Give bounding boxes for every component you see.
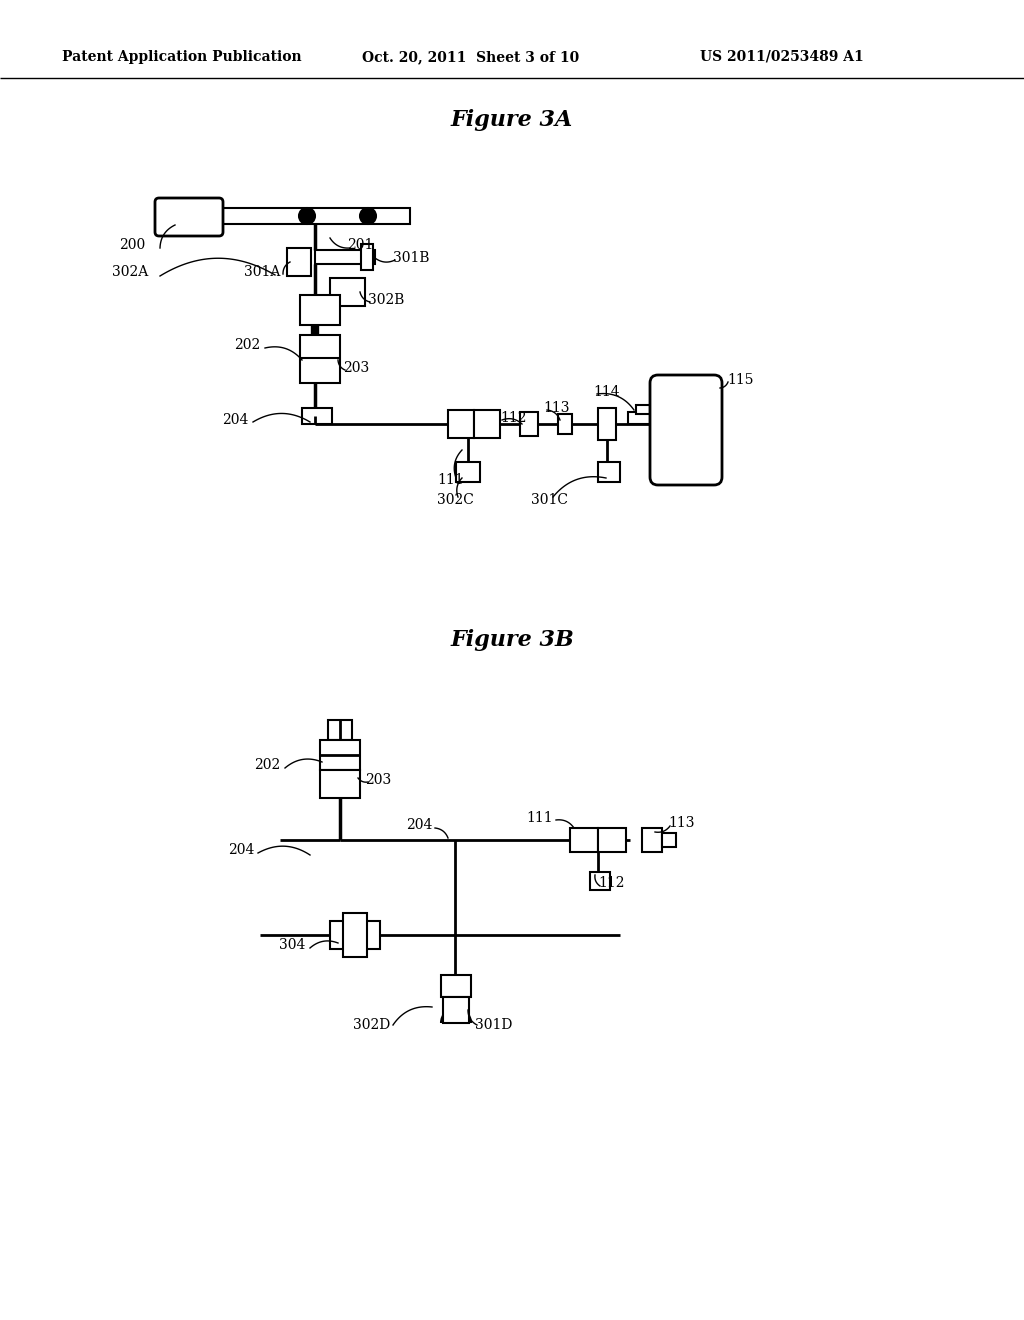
Text: 301C: 301C	[531, 492, 568, 507]
Bar	[222, 209, 410, 224]
Bar	[287, 248, 311, 276]
Bar	[598, 462, 620, 482]
Text: 111: 111	[526, 810, 553, 825]
Circle shape	[299, 209, 315, 224]
Bar	[443, 997, 469, 1023]
Text: Figure 3B: Figure 3B	[451, 630, 573, 651]
Text: 202: 202	[254, 758, 280, 772]
Text: 302D: 302D	[352, 1018, 390, 1032]
Text: 114: 114	[593, 385, 620, 399]
FancyBboxPatch shape	[650, 375, 722, 484]
Text: 112: 112	[598, 876, 625, 890]
Circle shape	[360, 209, 376, 224]
Bar	[300, 294, 340, 325]
Text: Figure 3A: Figure 3A	[451, 110, 573, 131]
Bar	[642, 828, 662, 851]
Bar	[590, 873, 610, 890]
Text: 301D: 301D	[475, 1018, 512, 1032]
Text: 202: 202	[233, 338, 260, 352]
Text: 301A: 301A	[244, 265, 280, 279]
Bar	[628, 412, 650, 424]
Text: US 2011/0253489 A1: US 2011/0253489 A1	[700, 50, 864, 63]
Text: 203: 203	[343, 360, 370, 375]
Bar	[319, 741, 360, 770]
Bar	[636, 405, 650, 414]
FancyBboxPatch shape	[155, 198, 223, 236]
Text: 203: 203	[365, 774, 391, 787]
Bar	[558, 414, 572, 434]
Text: 304: 304	[279, 939, 305, 952]
Bar	[598, 408, 616, 440]
Text: 112: 112	[500, 411, 526, 425]
Text: 113: 113	[668, 816, 694, 830]
Bar	[330, 921, 380, 949]
Bar	[330, 279, 365, 306]
Bar	[315, 249, 375, 264]
Bar	[319, 770, 360, 799]
Bar	[449, 411, 474, 438]
Text: 113: 113	[543, 401, 569, 414]
Text: Oct. 20, 2011  Sheet 3 of 10: Oct. 20, 2011 Sheet 3 of 10	[362, 50, 580, 63]
Text: 111: 111	[437, 473, 464, 487]
Text: 200: 200	[119, 238, 145, 252]
Bar	[361, 244, 373, 271]
Text: 204: 204	[221, 413, 248, 426]
Bar	[456, 462, 480, 482]
Text: 115: 115	[727, 374, 754, 387]
Bar	[441, 975, 471, 997]
Bar	[328, 719, 352, 741]
Text: 302A: 302A	[112, 265, 148, 279]
Text: 201: 201	[347, 238, 374, 252]
Text: 302B: 302B	[368, 293, 404, 308]
Text: 204: 204	[227, 843, 254, 857]
Text: Patent Application Publication: Patent Application Publication	[62, 50, 302, 63]
Bar	[302, 408, 332, 424]
Bar	[570, 828, 598, 851]
Text: 301B: 301B	[393, 251, 429, 265]
Bar	[662, 833, 676, 847]
Bar	[598, 828, 626, 851]
Bar	[520, 412, 538, 436]
Bar	[343, 913, 367, 957]
Bar	[474, 411, 500, 438]
Text: 204: 204	[406, 818, 432, 832]
Bar	[300, 335, 340, 383]
Text: 302C: 302C	[436, 492, 473, 507]
